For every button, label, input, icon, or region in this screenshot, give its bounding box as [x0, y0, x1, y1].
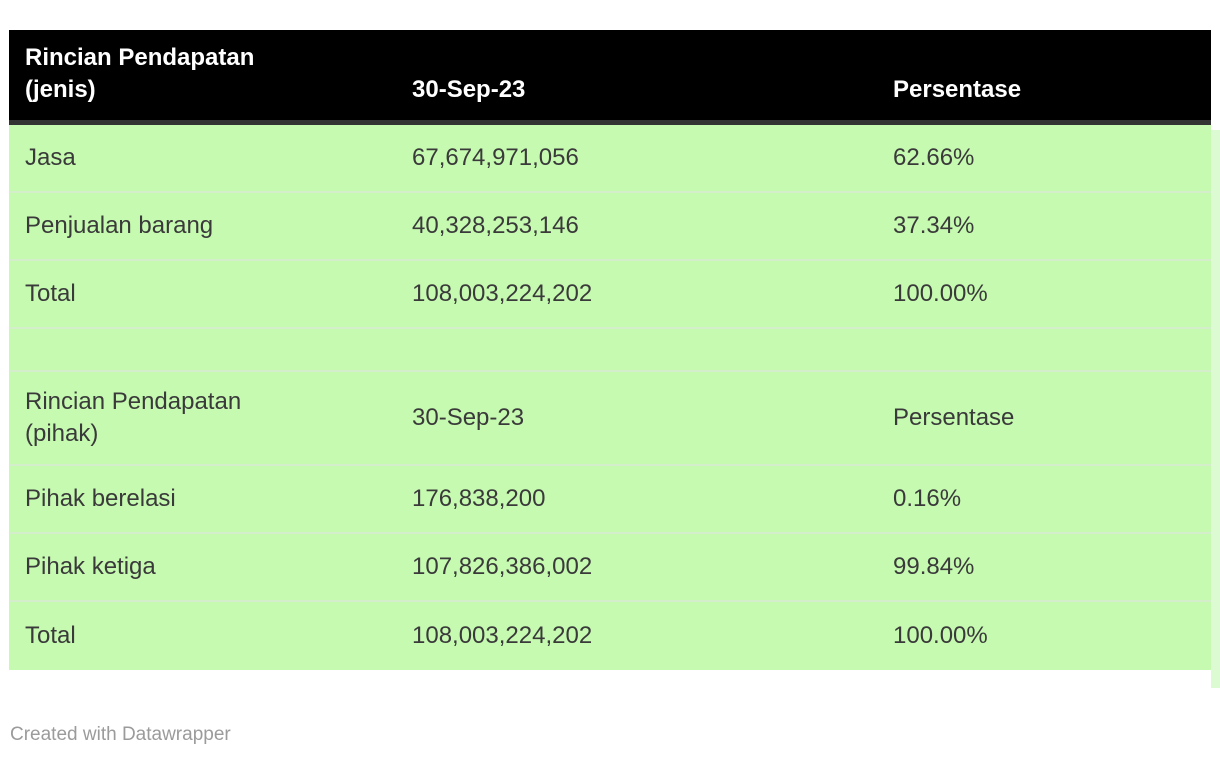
- cell-label: Penjualan barang: [9, 191, 396, 259]
- table-header: Rincian Pendapatan (jenis) 30-Sep-23 Per…: [9, 30, 1211, 125]
- section-header-label: Rincian Pendapatan (pihak): [9, 370, 396, 464]
- table-body: Jasa 67,674,971,056 62.66% Penjualan bar…: [9, 125, 1211, 670]
- cell-label: Total: [9, 259, 396, 327]
- table-row-pihak-ketiga: Pihak ketiga 107,826,386,002 99.84%: [9, 532, 1211, 600]
- table-row-penjualan-barang: Penjualan barang 40,328,253,146 37.34%: [9, 191, 1211, 259]
- table-row-pihak-berelasi: Pihak berelasi 176,838,200 0.16%: [9, 464, 1211, 532]
- spacer-cell: [9, 327, 396, 370]
- revenue-table: Rincian Pendapatan (jenis) 30-Sep-23 Per…: [9, 30, 1211, 670]
- table-row-jasa: Jasa 67,674,971,056 62.66%: [9, 125, 1211, 191]
- header-row: Rincian Pendapatan (jenis) 30-Sep-23 Per…: [9, 30, 1211, 125]
- table-row-total-jenis: Total 108,003,224,202 100.00%: [9, 259, 1211, 327]
- table-row-total-pihak: Total 108,003,224,202 100.00%: [9, 600, 1211, 670]
- cell-label: Pihak berelasi: [9, 464, 396, 532]
- cell-pct: 100.00%: [877, 259, 1211, 327]
- section-header-date: 30-Sep-23: [396, 370, 877, 464]
- cell-label: Pihak ketiga: [9, 532, 396, 600]
- cell-pct: 99.84%: [877, 532, 1211, 600]
- cell-value: 108,003,224,202: [396, 600, 877, 670]
- cell-pct: 0.16%: [877, 464, 1211, 532]
- cell-pct: 100.00%: [877, 600, 1211, 670]
- cell-pct: 37.34%: [877, 191, 1211, 259]
- cell-value: 40,328,253,146: [396, 191, 877, 259]
- cell-value: 67,674,971,056: [396, 125, 877, 191]
- cell-label: Jasa: [9, 125, 396, 191]
- spacer-cell: [877, 327, 1211, 370]
- attribution-footer: Created with Datawrapper: [10, 724, 231, 746]
- cell-value: 107,826,386,002: [396, 532, 877, 600]
- table-row-section-header-pihak: Rincian Pendapatan (pihak) 30-Sep-23 Per…: [9, 370, 1211, 464]
- column-header-date: 30-Sep-23: [396, 30, 877, 125]
- table-row-spacer: [9, 327, 1211, 370]
- column-header-jenis: Rincian Pendapatan (jenis): [9, 30, 396, 125]
- cell-pct: 62.66%: [877, 125, 1211, 191]
- cell-value: 108,003,224,202: [396, 259, 877, 327]
- section-header-persentase: Persentase: [877, 370, 1211, 464]
- column-header-persentase: Persentase: [877, 30, 1211, 125]
- datawrapper-attribution-link[interactable]: Created with Datawrapper: [10, 724, 231, 745]
- cell-value: 176,838,200: [396, 464, 877, 532]
- spacer-cell: [396, 327, 877, 370]
- cell-label: Total: [9, 600, 396, 670]
- table-right-edge-strip: [1211, 130, 1220, 688]
